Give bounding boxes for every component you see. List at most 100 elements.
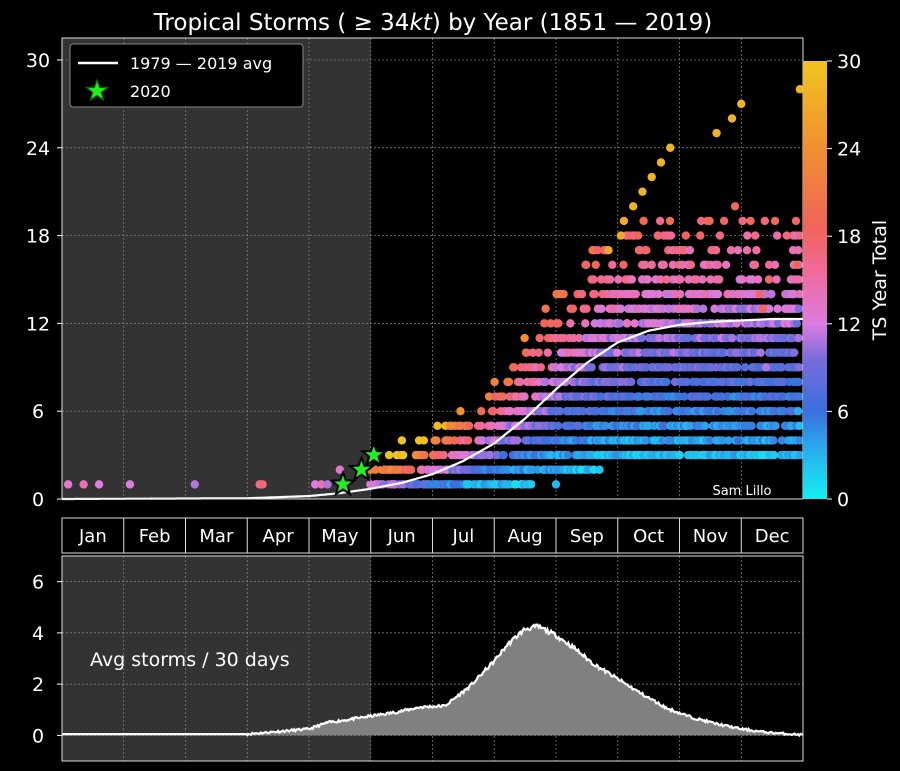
scatter-point <box>756 348 765 357</box>
scatter-point <box>639 216 648 226</box>
scatter-point <box>659 260 668 270</box>
scatter-point <box>666 231 676 240</box>
scatter-point <box>655 216 665 226</box>
scatter-point <box>680 392 689 401</box>
scatter-point <box>582 304 591 313</box>
scatter-point <box>647 172 656 182</box>
scatter-point <box>555 406 565 416</box>
stars-2020 <box>328 440 389 497</box>
scatter-point <box>581 319 590 328</box>
credit-label: Sam Lillo <box>712 484 771 499</box>
scatter-point <box>684 275 693 284</box>
star-2020-marker <box>359 440 389 468</box>
scatter-point <box>795 436 805 445</box>
scatter-point <box>700 421 710 431</box>
scatter-point <box>692 275 701 284</box>
scatter-point <box>795 363 804 372</box>
scatter-point <box>793 246 803 255</box>
scatter-point <box>795 450 804 460</box>
scatter-point <box>526 480 536 489</box>
scatter-point <box>761 363 771 372</box>
scatter-point <box>656 158 666 167</box>
scatter-point <box>703 216 712 226</box>
scatter-point <box>604 246 613 255</box>
scatter-point <box>554 319 563 328</box>
month-label: Jul <box>452 526 475 547</box>
scatter-point <box>771 421 780 431</box>
scatter-point <box>554 421 563 431</box>
colorbar-gradient <box>803 61 827 499</box>
scatter-point <box>601 421 610 431</box>
scatter-point <box>94 480 104 489</box>
scatter-point <box>772 231 782 240</box>
scatter-point <box>323 480 332 489</box>
star-2020-marker <box>347 454 376 482</box>
scatter-point <box>506 406 515 416</box>
colorbar-tick-label: 6 <box>837 401 849 423</box>
scatter-point <box>566 319 575 328</box>
scatter-point <box>791 216 801 226</box>
legend-box <box>69 43 304 108</box>
scatter-point <box>546 319 555 328</box>
month-label: Jun <box>387 526 416 547</box>
scatter-point <box>764 304 774 313</box>
bottom-y-tick-label: 0 <box>32 725 44 747</box>
scatter-point <box>795 421 804 431</box>
scatter-points <box>63 85 805 489</box>
scatter-point <box>641 436 651 445</box>
scatter-point <box>371 465 380 474</box>
month-label: Jan <box>78 526 107 547</box>
scatter-point <box>487 421 496 431</box>
scatter-point <box>637 333 646 343</box>
scatter-point <box>769 436 778 445</box>
scatter-point <box>509 363 519 372</box>
chart-title: Tropical Storms ( ≥ 34kt) by Year (1851 … <box>153 10 713 36</box>
scatter-point <box>432 436 441 445</box>
scatter-point <box>590 289 599 299</box>
scatter-point <box>623 319 632 328</box>
legend-star-label: 2020 <box>130 82 171 101</box>
scatter-point <box>522 348 531 357</box>
scatter-point <box>738 275 747 284</box>
scatter-point <box>738 216 747 226</box>
scatter-point <box>608 260 617 270</box>
scatter-point <box>733 363 742 372</box>
month-label: Dec <box>755 526 790 547</box>
scatter-point <box>675 450 684 460</box>
scatter-point <box>746 216 755 226</box>
colorbar-tick-label: 30 <box>837 51 861 73</box>
bottom-panel: 0 2 4 6 Avg storms / 30 days <box>32 555 804 762</box>
scatter-point <box>773 304 782 313</box>
scatter-point <box>630 319 639 328</box>
scatter-point <box>713 260 722 270</box>
scatter-point <box>616 304 625 313</box>
scatter-point <box>520 333 529 343</box>
top-y-tick-label: 18 <box>26 226 50 248</box>
scatter-point <box>631 289 641 299</box>
scatter-point <box>727 114 737 123</box>
scatter-point <box>770 216 780 226</box>
bottom-y-tick-label: 2 <box>32 674 44 696</box>
bottom-y-tick-label: 4 <box>32 623 44 645</box>
scatter-point <box>676 289 685 299</box>
scatter-point <box>710 304 719 313</box>
scatter-point <box>536 363 546 372</box>
scatter-point <box>794 377 803 387</box>
scatter-point <box>79 480 88 489</box>
scatter-point <box>712 128 721 138</box>
scatter-point <box>420 450 429 460</box>
scatter-point <box>730 202 740 211</box>
colorbar-tick-label: 0 <box>837 489 849 511</box>
top-y-tick-label: 30 <box>26 50 50 72</box>
scatter-point <box>682 377 692 387</box>
scatter-point <box>656 275 665 284</box>
scatter-point <box>668 260 678 270</box>
scatter-point <box>520 392 529 401</box>
scatter-point <box>760 216 770 226</box>
scatter-point <box>794 275 804 284</box>
top-y-tick-label: 0 <box>32 489 44 511</box>
scatter-point <box>638 187 647 196</box>
scatter-point <box>755 289 764 299</box>
scatter-point <box>125 480 135 489</box>
